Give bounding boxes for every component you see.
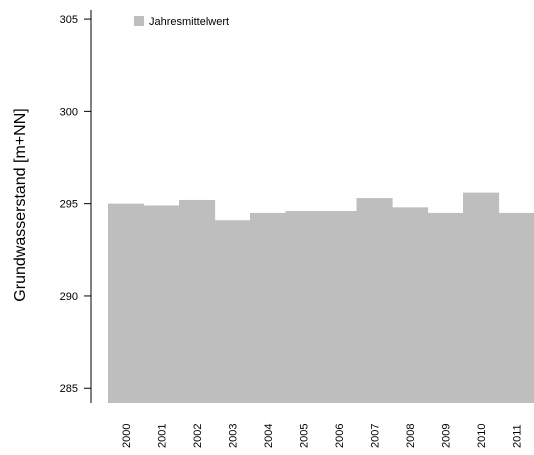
bar-2007 — [356, 198, 393, 403]
y-tick-label: 295 — [60, 199, 78, 211]
y-tick-label: 300 — [60, 106, 78, 118]
x-tick-label: 2005 — [298, 424, 310, 448]
bar-2002 — [179, 199, 216, 403]
bar-2006 — [321, 211, 358, 403]
bars — [108, 192, 534, 403]
bar-2010 — [463, 192, 500, 403]
bar-2001 — [143, 205, 180, 403]
bar-2008 — [392, 207, 429, 403]
bar-2003 — [214, 220, 251, 403]
legend-swatch — [134, 16, 144, 26]
x-tick-label: 2010 — [476, 424, 488, 448]
x-tick-label: 2003 — [227, 424, 239, 448]
bar-2000 — [108, 203, 145, 403]
y-ticks: 285 290 295 300 305 — [60, 14, 91, 395]
y-tick-label: 285 — [60, 383, 78, 395]
x-tick-label: 2007 — [369, 424, 381, 448]
y-axis-title: Grundwasserstand [m+NN] — [12, 108, 29, 301]
x-tick-label: 2000 — [121, 424, 133, 448]
x-tick-label: 2009 — [440, 424, 452, 448]
y-tick-label: 290 — [60, 291, 78, 303]
x-tick-label: 2011 — [511, 424, 523, 448]
y-tick-label: 305 — [60, 14, 78, 26]
legend-label: Jahresmittelwert — [149, 16, 229, 28]
x-tick-label: 2001 — [156, 424, 168, 448]
legend: Jahresmittelwert — [134, 16, 229, 28]
x-tick-label: 2006 — [334, 424, 346, 448]
x-ticks: 2000 2001 2002 2003 2004 2005 2006 2007 2008 2009… — [121, 424, 523, 448]
bar-2004 — [250, 212, 287, 403]
bar-2009 — [427, 212, 464, 403]
bar-2011 — [498, 212, 534, 403]
bar-2005 — [285, 211, 322, 403]
x-tick-label: 2002 — [192, 424, 204, 448]
x-tick-label: 2004 — [263, 424, 275, 448]
x-tick-label: 2008 — [405, 424, 417, 448]
